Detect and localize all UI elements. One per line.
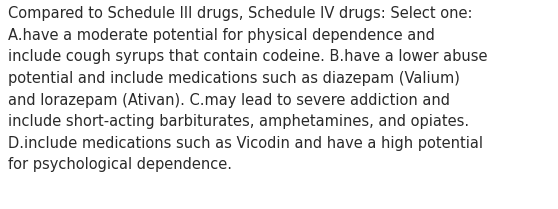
Text: Compared to Schedule III drugs, Schedule IV drugs: Select one:
A.have a moderate: Compared to Schedule III drugs, Schedule… xyxy=(8,6,488,172)
